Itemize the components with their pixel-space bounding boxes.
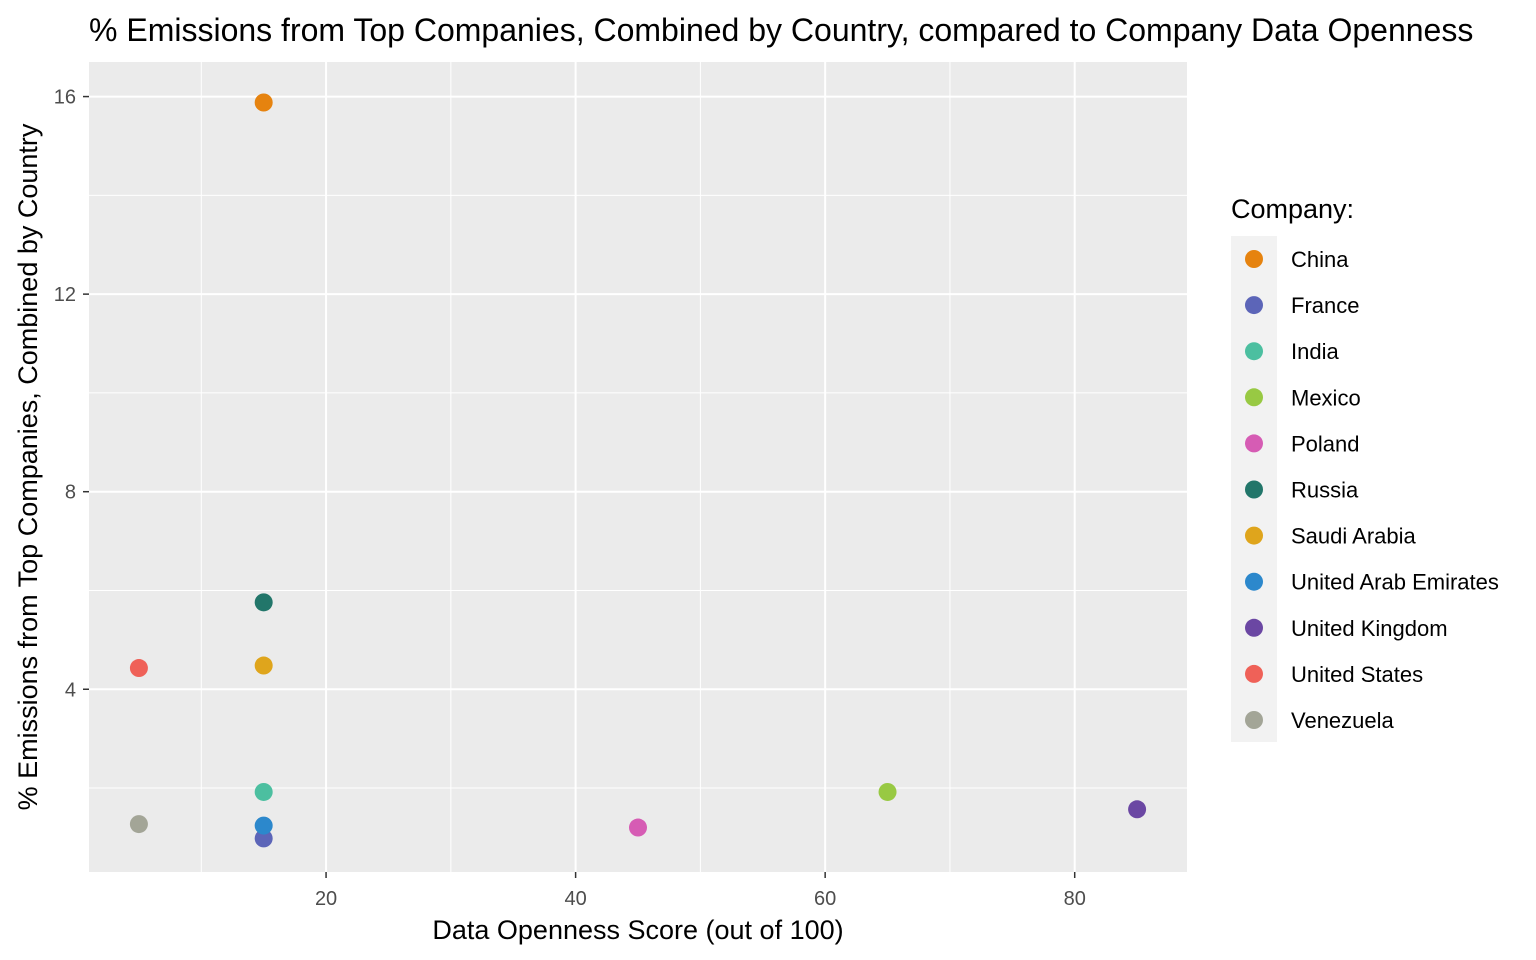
x-tick-label: 20 (315, 888, 337, 910)
legend-key (1245, 572, 1263, 591)
legend-key (1245, 434, 1263, 453)
minor-gridlines (89, 62, 1187, 872)
y-tick-label: 8 (65, 482, 76, 504)
data-point (1128, 800, 1147, 819)
legend-key (1245, 618, 1263, 637)
data-point (254, 816, 273, 835)
legend-title: Company: (1231, 194, 1354, 224)
plot-panel (89, 62, 1187, 872)
x-tick-label: 80 (1064, 888, 1086, 910)
major-gridlines (89, 62, 1187, 872)
data-point (254, 829, 273, 848)
legend-label: France (1291, 293, 1359, 318)
y-tick-label: 4 (65, 679, 76, 701)
x-tick-label: 40 (564, 888, 586, 910)
data-point (878, 782, 897, 801)
x-axis-ticks: 20 40 60 80 (315, 872, 1086, 910)
legend-key (1245, 480, 1263, 499)
legend-key (1245, 342, 1263, 361)
legend-label: China (1291, 247, 1349, 272)
data-points (129, 93, 1147, 848)
legend-key (1245, 296, 1263, 315)
legend-key (1245, 711, 1263, 729)
legend-label: United States (1291, 662, 1423, 687)
y-axis-ticks: 4 8 12 16 (54, 87, 89, 701)
legend-label: Russia (1291, 478, 1359, 503)
data-point (254, 782, 273, 801)
legend-label: India (1291, 339, 1339, 364)
x-axis-title: Data Openness Score (out of 100) (432, 915, 843, 945)
data-point (254, 656, 273, 675)
data-point (629, 818, 647, 837)
y-axis-title: % Emissions from Top Companies, Combined… (13, 123, 43, 810)
y-tick-label: 16 (54, 87, 76, 109)
x-tick-label: 60 (814, 888, 836, 910)
legend-label: Saudi Arabia (1291, 524, 1417, 549)
data-point (129, 659, 148, 678)
chart-title: % Emissions from Top Companies, Combined… (89, 12, 1473, 48)
y-tick-label: 12 (54, 284, 76, 306)
data-point (254, 93, 273, 112)
legend-label: Mexico (1291, 385, 1361, 410)
legend-key (1245, 664, 1263, 683)
data-point (254, 593, 273, 612)
legend-key (1245, 526, 1263, 545)
legend-label: United Kingdom (1291, 616, 1448, 641)
legend-key (1245, 250, 1263, 268)
legend-label: Venezuela (1291, 708, 1395, 733)
legend-label: United Arab Emirates (1291, 570, 1499, 595)
legend: Company: China France India Mexico Poland Rus… (1231, 194, 1499, 742)
data-point (129, 815, 148, 834)
legend-items: China France India Mexico Poland Russia Saudi … (1245, 247, 1499, 733)
legend-key (1245, 388, 1263, 407)
legend-label: Poland (1291, 431, 1360, 456)
